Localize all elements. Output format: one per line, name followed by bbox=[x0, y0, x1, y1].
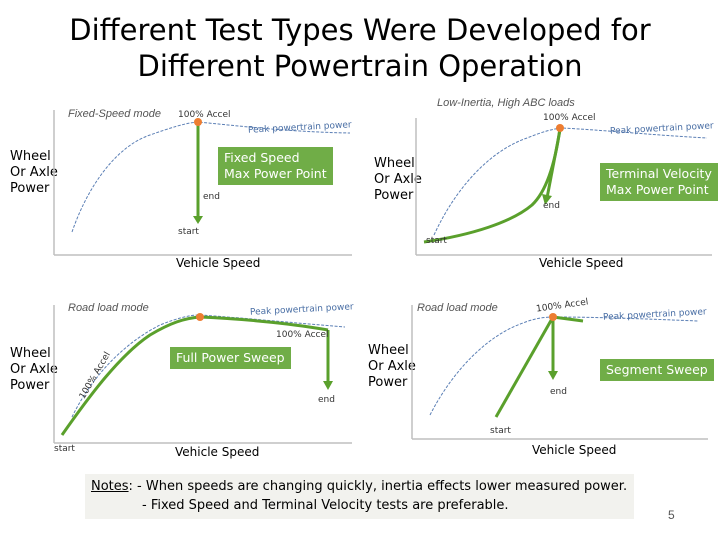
tl-chart bbox=[53, 110, 352, 256]
bl-y-axis-label: Wheel Or Axle Power bbox=[10, 346, 58, 393]
slide-title: Different Test Types Were Developed for … bbox=[0, 12, 720, 84]
bl-full-power-sweep-box: Full Power Sweep bbox=[170, 347, 291, 369]
bl-x-axis-label: Vehicle Speed bbox=[175, 445, 260, 459]
bl-sweep-curve bbox=[60, 315, 329, 436]
tr-terminal-velocity-box: Terminal Velocity Max Power Point bbox=[600, 163, 718, 201]
tl-max-power-dot bbox=[194, 118, 202, 126]
br-end-label: end bbox=[550, 387, 567, 397]
bl-arrow-head bbox=[323, 381, 333, 390]
bl-end-label: end bbox=[318, 395, 335, 405]
br-accel-line bbox=[494, 316, 555, 418]
br-peak-power-curve bbox=[429, 316, 699, 416]
tr-max-power-dot bbox=[556, 124, 564, 132]
tr-y-axis-label: Wheel Or Axle Power bbox=[374, 156, 422, 203]
notes-line-2: - Fixed Speed and Terminal Velocity test… bbox=[142, 498, 509, 513]
title-line-2: Different Powertrain Operation bbox=[137, 49, 583, 83]
tr-decel-line bbox=[545, 129, 562, 199]
tl-mode-label: Fixed-Speed mode bbox=[68, 108, 161, 120]
notes-box: Notes: - When speeds are changing quickl… bbox=[85, 474, 634, 519]
tr-peak-power-curve bbox=[433, 127, 708, 236]
tl-down-arrow-head bbox=[193, 216, 203, 224]
br-start-label: start bbox=[490, 426, 511, 436]
tr-arrow-head bbox=[542, 194, 552, 205]
tl-x-axis-label: Vehicle Speed bbox=[176, 256, 261, 270]
bl-accel-label: 100% Accel bbox=[276, 330, 329, 340]
tr-mode-label: Low-Inertia, High ABC loads bbox=[437, 97, 575, 109]
tl-y-axis-label: Wheel Or Axle Power bbox=[10, 149, 58, 196]
br-chart bbox=[411, 305, 708, 440]
tr-accel-label: 100% Accel bbox=[543, 113, 596, 123]
page-number: 5 bbox=[668, 508, 675, 522]
tl-end-label: end bbox=[203, 192, 220, 202]
tr-x-axis-label: Vehicle Speed bbox=[539, 256, 624, 270]
tr-chart bbox=[415, 118, 712, 256]
bl-mode-label: Road load mode bbox=[68, 302, 149, 314]
tl-peak-power-curve bbox=[71, 121, 351, 233]
br-arrow-head bbox=[548, 371, 558, 380]
br-segment-sweep-box: Segment Sweep bbox=[600, 359, 714, 381]
bl-peak-power-curve bbox=[71, 314, 346, 418]
notes-label: Notes bbox=[91, 479, 129, 494]
tl-accel-label: 100% Accel bbox=[178, 110, 231, 120]
bl-start-label: start bbox=[54, 444, 75, 454]
title-line-1: Different Test Types Were Developed for bbox=[69, 13, 651, 47]
notes-line-1: Notes: - When speeds are changing quickl… bbox=[91, 479, 628, 494]
br-max-power-dot bbox=[549, 313, 557, 321]
tr-start-label: start bbox=[426, 236, 447, 246]
br-y-axis-label: Wheel Or Axle Power bbox=[368, 343, 416, 390]
tr-accel-curve bbox=[423, 127, 562, 244]
bl-max-power-dot bbox=[196, 313, 204, 321]
br-mode-label: Road load mode bbox=[417, 302, 498, 314]
tl-fixed-speed-box: Fixed Speed Max Power Point bbox=[218, 147, 333, 185]
br-segment-line bbox=[552, 315, 584, 323]
tl-start-label: start bbox=[178, 227, 199, 237]
br-x-axis-label: Vehicle Speed bbox=[532, 443, 617, 457]
bl-chart bbox=[53, 305, 352, 444]
tr-end-label: end bbox=[543, 201, 560, 211]
